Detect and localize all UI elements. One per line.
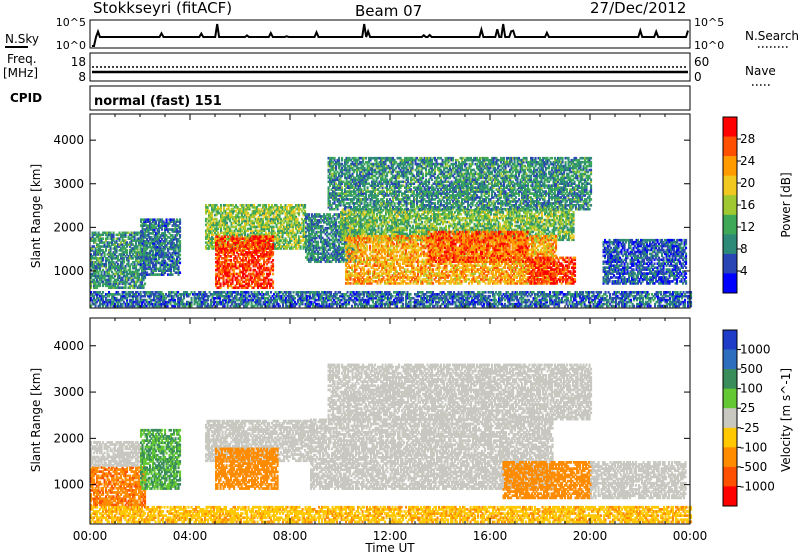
power-cell [179, 271, 181, 274]
power-cell [272, 235, 274, 238]
power-cell [272, 286, 274, 289]
power-cell [179, 258, 181, 261]
power-cell [273, 226, 275, 229]
nsearch-tick-bottom: 10^0 [694, 39, 724, 52]
power-cell [304, 210, 306, 213]
cpid-value: normal (fast) 151 [94, 94, 222, 109]
power-cell [272, 263, 274, 266]
nave-tick-top: 60 [694, 55, 709, 69]
power-cell [263, 273, 265, 276]
nsky-tick-top: 10^5 [56, 16, 86, 29]
date-title: 27/Dec/2012 [590, 0, 686, 17]
power-cell [421, 221, 423, 224]
power-cell [217, 235, 219, 238]
power-cell [272, 281, 274, 284]
power-cell [412, 225, 414, 228]
power-cell [224, 235, 226, 238]
cpid-label: CPID [10, 91, 42, 105]
nsky-frame [90, 20, 690, 48]
beam-title: Beam 07 [355, 2, 422, 20]
power-cell [216, 218, 218, 221]
power-cell [272, 259, 274, 262]
power-cell [460, 213, 462, 216]
power-cell [308, 213, 310, 216]
freq-tick-top: 18 [71, 55, 86, 69]
power-cell [445, 225, 447, 228]
power-cell [126, 249, 128, 252]
power-cell [300, 245, 302, 248]
freq-panel: Freq. [MHz] 18 8 60 0 Nave [3, 52, 776, 85]
power-cell [102, 237, 104, 240]
nave-tick-bottom: 0 [694, 70, 702, 84]
power-cell [317, 241, 319, 244]
power-cell [272, 243, 274, 246]
power-cell [179, 218, 181, 221]
power-cell [179, 226, 181, 229]
power-cell [220, 283, 222, 286]
power-cell [322, 225, 324, 228]
power-cell [272, 251, 274, 254]
power-cell [220, 204, 222, 207]
power-cell [178, 266, 180, 269]
power-cell [304, 204, 306, 207]
power-cell [291, 243, 293, 246]
power-cell [259, 204, 261, 207]
power-cell [348, 221, 350, 224]
power-cell [227, 235, 229, 238]
power-cell [272, 273, 274, 276]
power-cell [499, 223, 501, 226]
power-cell [172, 273, 174, 276]
freq-label-1: Freq. [7, 52, 37, 66]
power-cell [250, 267, 252, 270]
power-cell [382, 209, 384, 212]
power-cell [179, 234, 181, 237]
power-cell [265, 204, 267, 207]
power-cell [144, 283, 146, 286]
power-cell [502, 211, 504, 214]
power-cell [329, 213, 331, 216]
station-title: Stokkseyri (fitACF) [93, 0, 232, 17]
power-cell [226, 222, 228, 225]
cpid-panel: CPID normal (fast) 151 [10, 86, 690, 110]
nsky-label: N.Sky [5, 32, 39, 46]
power-cell [411, 221, 413, 224]
power-cell [179, 240, 181, 243]
power-cell [230, 259, 232, 262]
power-cell [166, 218, 168, 221]
freq-tick-bottom: 8 [78, 70, 86, 84]
nsearch-tick-top: 10^5 [694, 16, 724, 29]
nsky-tick-bottom: 10^0 [56, 39, 86, 52]
power-cell [436, 227, 438, 230]
freq-label-2: [MHz] [3, 66, 38, 80]
power-cell [113, 232, 115, 235]
nsky-line [92, 24, 688, 46]
power-cell [243, 204, 245, 207]
nsky-panel: N.Sky 10^5 10^0 10^5 10^0 N.Search [5, 16, 799, 52]
power-cell [297, 218, 299, 221]
nsearch-label: N.Search [745, 29, 799, 43]
power-cell [179, 254, 181, 257]
power-cell [179, 262, 181, 265]
nave-label: Nave [745, 64, 776, 78]
